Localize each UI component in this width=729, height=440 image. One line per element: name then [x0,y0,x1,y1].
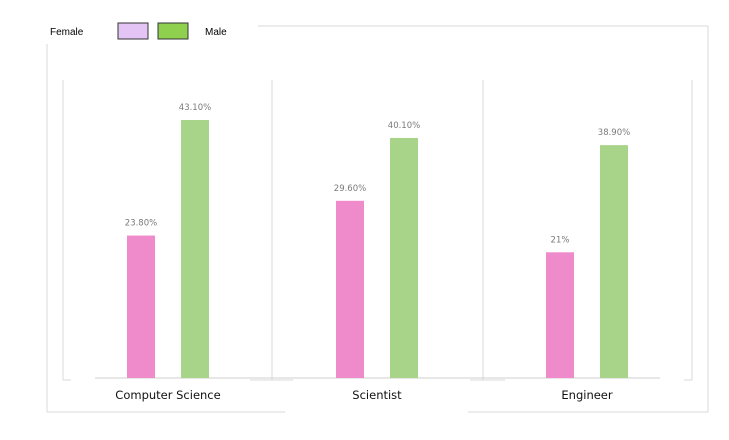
data-label-female-engineer: 21% [551,235,570,245]
bar-female-computer-science [127,235,155,378]
data-label-male-scientist: 40.10% [388,121,420,131]
data-label-male-computer-science: 43.10% [179,103,211,113]
panel-dividers [62,80,693,381]
legend-swatch-male [157,22,189,40]
bar-female-scientist [336,200,364,378]
bar-male-scientist [390,137,418,378]
legend: Female Male [50,22,227,40]
data-label-female-computer-science: 23.80% [125,219,157,229]
legend-swatch-female [117,22,149,40]
bar-male-engineer [600,145,628,378]
category-label-engineer: Engineer [561,388,612,402]
data-labels-group: 23.80% 43.10% 29.60% 40.10% 21% 38.90% [125,103,630,245]
category-label-computer-science: Computer Science [115,388,220,402]
bar-female-engineer [546,252,574,378]
category-label-scientist: Scientist [352,388,402,402]
legend-label-female: Female [50,27,84,38]
data-label-male-engineer: 38.90% [598,128,630,138]
category-labels-group: Computer Science Scientist Engineer [115,388,613,402]
chart-frame [46,25,709,413]
bars-group [127,120,628,378]
bar-male-computer-science [181,120,209,378]
legend-label-male: Male [205,27,227,38]
data-label-female-scientist: 29.60% [334,184,366,194]
